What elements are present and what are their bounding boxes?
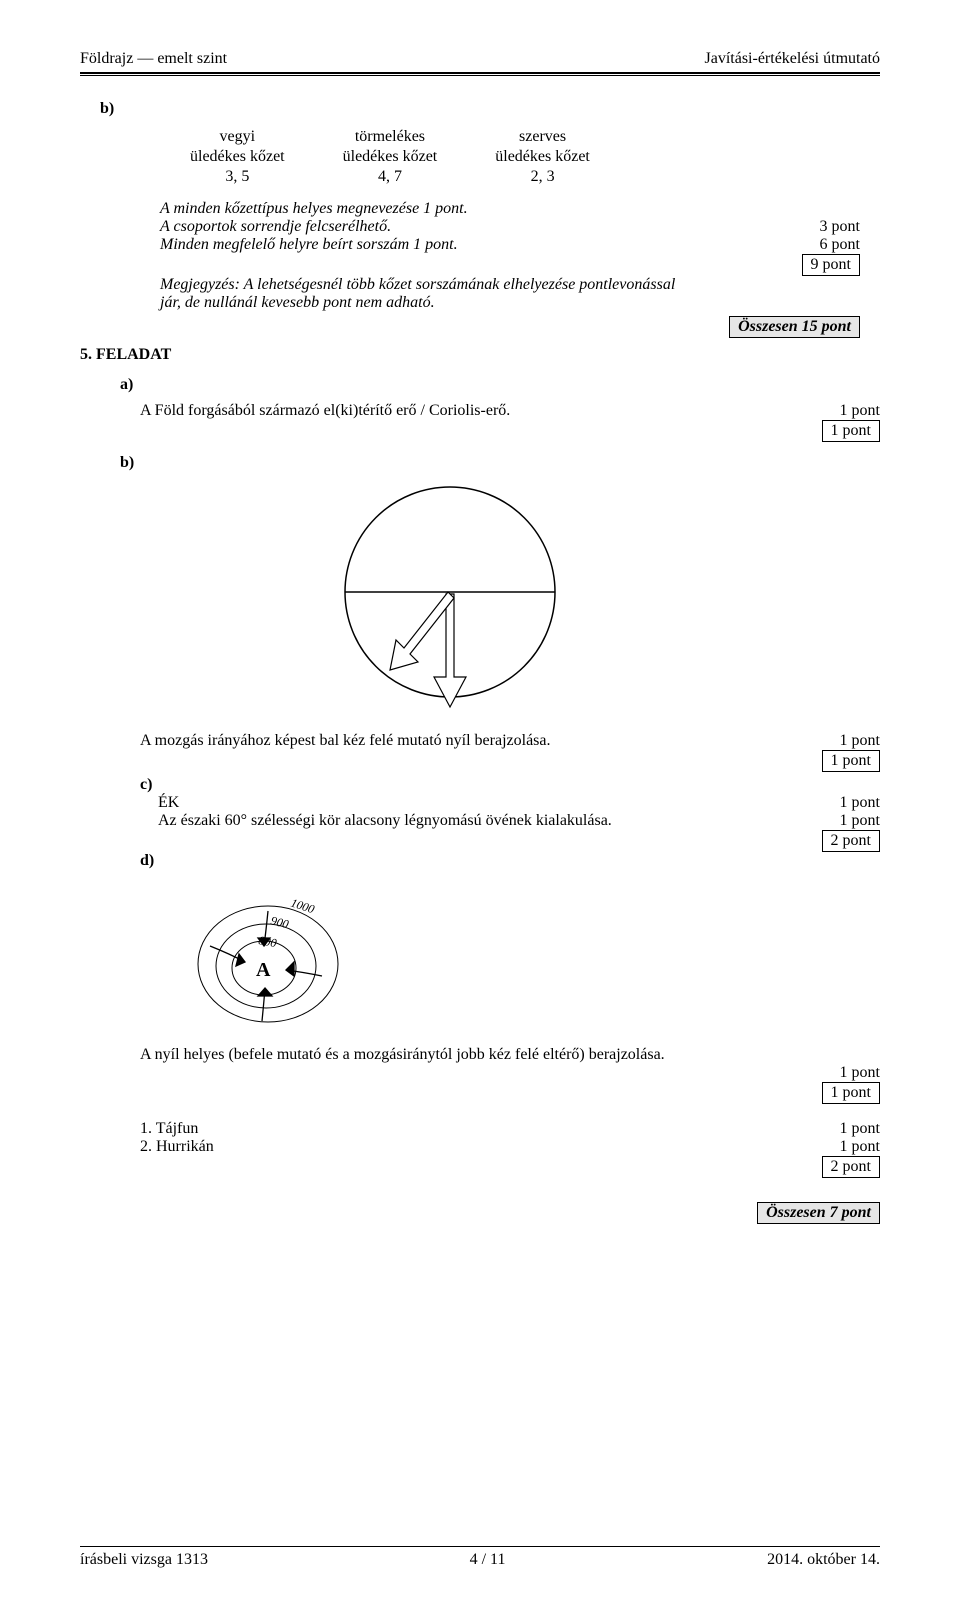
- score-box-d: 1 pont: [822, 1082, 880, 1104]
- header-rule: [80, 72, 880, 76]
- footer-rule: [80, 1546, 880, 1547]
- cyclone-svg: A 1000 900 800: [190, 876, 360, 1036]
- cyclone-diagram: A 1000 900 800: [190, 876, 880, 1036]
- rock-type-table: vegyi törmelékes szerves üledékes kőzet …: [160, 126, 620, 188]
- a-left: A Föld forgásából származó el(ki)térítő …: [140, 402, 790, 420]
- score-box-9: 9 pont: [802, 254, 860, 276]
- score-box-c: 2 pont: [822, 830, 880, 852]
- arrow-right: 1 pont: [790, 732, 880, 750]
- b-scoring-block: A minden kőzettípus helyes megnevezése 1…: [160, 200, 860, 338]
- section-b-label: b): [100, 100, 880, 118]
- rock-col3-l2: üledékes kőzet: [467, 148, 618, 166]
- section-b2-label: b): [120, 454, 880, 472]
- arrow-left-down: [390, 592, 454, 670]
- section-a-label: a): [120, 376, 880, 394]
- rock-col2-l2: üledékes kőzet: [315, 148, 466, 166]
- header-right: Javítási-értékelési útmutató: [705, 50, 881, 68]
- c-row2-left: Az északi 60° szélességi kör alacsony lé…: [140, 812, 790, 830]
- a-right: 1 pont: [790, 402, 880, 420]
- arrow-left: A mozgás irányához képest bal kéz felé m…: [140, 732, 790, 750]
- rock-col2-l3: 4, 7: [315, 168, 466, 186]
- b-note1: Megjegyzés: A lehetségesnél több kőzet s…: [160, 276, 860, 294]
- d-right: 1 pont: [140, 1064, 880, 1082]
- rock-col1-l2: üledékes kőzet: [162, 148, 313, 166]
- rock-col1-l1: vegyi: [162, 128, 313, 146]
- page-header: Földrajz — emelt szint Javítási-értékelé…: [80, 50, 880, 68]
- rock-col3-l1: szerves: [467, 128, 618, 146]
- c-row1-left: ÉK: [140, 794, 790, 812]
- header-left: Földrajz — emelt szint: [80, 50, 227, 68]
- task5-heading: 5. FELADAT: [80, 346, 880, 364]
- arrow-box-wrap: 1 pont: [140, 750, 880, 772]
- c-row2-right: 1 pont: [790, 812, 880, 830]
- c-box-wrap: 2 pont: [140, 830, 880, 852]
- score-box-total15: Összesen 15 pont: [729, 316, 860, 338]
- arrow-text-row: A mozgás irányához képest bal kéz felé m…: [140, 732, 880, 772]
- rock-col3-l3: 2, 3: [467, 168, 618, 186]
- c-row1-right: 1 pont: [790, 794, 880, 812]
- footer-right: 2014. október 14.: [767, 1551, 880, 1569]
- storm-list: 1. Tájfun 1 pont 2. Hurrikán 1 pont 2 po…: [140, 1120, 880, 1178]
- list2-left: 2. Hurrikán: [140, 1138, 790, 1156]
- a-box-wrap: 1 pont: [140, 420, 880, 442]
- isobar-label-1000: 1000: [289, 896, 316, 917]
- rock-col1-l3: 3, 5: [162, 168, 313, 186]
- score-box-total7: Összesen 7 pont: [757, 1202, 880, 1224]
- b-line1: A minden kőzettípus helyes megnevezése 1…: [160, 200, 860, 218]
- a-row: A Föld forgásából származó el(ki)térítő …: [140, 402, 880, 442]
- list-box-wrap: 2 pont: [140, 1156, 880, 1178]
- section-d-label: d): [140, 852, 880, 870]
- isobar-label-900: 900: [269, 913, 290, 931]
- footer-center: 4 / 11: [470, 1551, 506, 1569]
- cyclone-center-label: A: [256, 959, 271, 981]
- score-box-arrow: 1 pont: [822, 750, 880, 772]
- b-note2: jár, de nullánál kevesebb pont nem adhat…: [160, 294, 860, 312]
- b-line3-right: 6 pont: [770, 236, 860, 254]
- b-line2-left: A csoportok sorrendje felcserélhető.: [160, 218, 770, 236]
- b-box9-wrap: 9 pont: [160, 254, 860, 276]
- list1-left: 1. Tájfun: [140, 1120, 790, 1138]
- d-line1: A nyíl helyes (befele mutató és a mozgás…: [140, 1046, 880, 1064]
- section-c-label: c): [140, 776, 880, 794]
- d-text-block: A nyíl helyes (befele mutató és a mozgás…: [140, 1046, 880, 1104]
- rock-col2-l1: törmelékes: [315, 128, 466, 146]
- b-line3-left: Minden megfelelő helyre beírt sorszám 1 …: [160, 236, 770, 254]
- list2-right: 1 pont: [790, 1138, 880, 1156]
- score-box-list: 2 pont: [822, 1156, 880, 1178]
- footer-left: írásbeli vizsga 1313: [80, 1551, 208, 1569]
- coriolis-svg: [340, 482, 560, 712]
- b-line2-right: 3 pont: [770, 218, 860, 236]
- total7-wrap: Összesen 7 pont: [80, 1202, 880, 1224]
- b-total-wrap: Összesen 15 pont: [160, 316, 860, 338]
- page-footer: írásbeli vizsga 1313 4 / 11 2014. októbe…: [80, 1546, 880, 1569]
- c-block: c) ÉK 1 pont Az északi 60° szélességi kö…: [140, 776, 880, 852]
- score-box-a: 1 pont: [822, 420, 880, 442]
- coriolis-circle-diagram: [340, 482, 880, 712]
- list1-right: 1 pont: [790, 1120, 880, 1138]
- page: Földrajz — emelt szint Javítási-értékelé…: [0, 0, 960, 1609]
- d-box-wrap: 1 pont: [140, 1082, 880, 1104]
